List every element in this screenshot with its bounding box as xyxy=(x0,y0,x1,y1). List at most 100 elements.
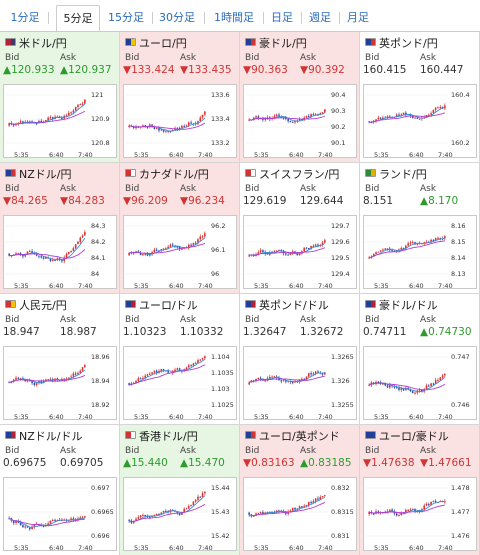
currency-pair-link[interactable]: NZドル/円 xyxy=(19,168,72,181)
candle-body xyxy=(178,246,181,250)
currency-cell[interactable]: 人民元/円 Bid Ask 18.947 18.987 18.96 18.94 18.92 5:… xyxy=(0,294,120,425)
candle-body xyxy=(418,118,421,120)
candlestick-chart xyxy=(6,487,88,537)
currency-pair-link[interactable]: ユーロ/円 xyxy=(139,37,187,50)
currency-pair-link[interactable]: 豪ドル/ドル xyxy=(379,299,438,312)
price-chart[interactable]: 129.7 129.6 129.5 129.4 5:35 6:40 7:40 xyxy=(243,215,357,290)
candle-body xyxy=(77,104,79,108)
price-chart[interactable]: 96.2 96.1 96 5:35 6:40 7:40 xyxy=(123,215,237,290)
tab-5min[interactable]: 5分足 xyxy=(56,5,100,32)
moving-average-short xyxy=(369,237,446,259)
currency-cell[interactable]: 豪ドル/ドル Bid Ask 0.74711 ▲0.74730 0.747 0.746 5:3… xyxy=(360,294,480,425)
price-chart[interactable]: 15.44 15.43 15.42 5:35 6:40 7:40 xyxy=(123,477,237,552)
bid-value: ▲15.440 xyxy=(123,457,168,469)
country-flag-icon xyxy=(5,38,16,46)
currency-pair-link[interactable]: 米ドル/円 xyxy=(19,37,67,50)
currency-pair-link[interactable]: 豪ドル/円 xyxy=(259,37,307,50)
currency-pair-link[interactable]: 英ポンド/円 xyxy=(379,37,438,50)
candle-body xyxy=(372,254,375,257)
price-chart[interactable]: 0.747 0.746 5:35 6:40 7:40 xyxy=(363,346,477,421)
currency-pair-link[interactable]: 英ポンド/ドル xyxy=(259,299,329,312)
candle-body xyxy=(81,517,84,519)
candle-body xyxy=(81,103,84,105)
bid-label: Bid xyxy=(125,446,140,456)
candle-body xyxy=(305,505,308,507)
tab-monthly[interactable]: 月足 xyxy=(347,11,369,24)
candle-body xyxy=(197,496,199,500)
currency-pair-link[interactable]: 香港ドル/円 xyxy=(139,430,198,443)
currency-cell[interactable]: NZドル/ドル Bid Ask 0.69675 0.69705 0.697 0.6965 0.… xyxy=(0,425,120,555)
candle-body xyxy=(372,382,375,384)
candle-body xyxy=(298,379,301,382)
currency-pair-link[interactable]: ユーロ/豪ドル xyxy=(379,430,449,443)
y-tick-label: 120.8 xyxy=(91,139,110,147)
moving-average-long xyxy=(368,382,446,391)
candle-body xyxy=(45,257,47,259)
candle-body xyxy=(72,373,75,377)
price-chart[interactable]: 121 120.9 120.8 5:35 6:40 7:40 xyxy=(3,84,117,159)
price-chart[interactable]: 0.832 0.8315 0.831 5:35 6:40 7:40 xyxy=(243,477,357,552)
currency-pair-link[interactable]: スイスフラン/円 xyxy=(259,168,340,181)
candle-body xyxy=(165,131,167,133)
candle-body xyxy=(185,367,188,370)
currency-pair-link[interactable]: NZドル/ドル xyxy=(19,430,83,443)
price-chart[interactable]: 1.104 1.1035 1.103 1.1025 5:35 6:40 7:40 xyxy=(123,346,237,421)
moving-average-long xyxy=(368,504,446,514)
price-chart[interactable]: 8.16 8.15 8.14 8.13 5:35 6:40 7:40 xyxy=(363,215,477,290)
currency-pair-link[interactable]: ユーロ/ドル xyxy=(139,299,198,312)
currency-cell[interactable]: カナダドル/円 Bid Ask ▼96.209 ▼96.234 96.2 96.1 96 5:3… xyxy=(120,163,240,294)
currency-cell[interactable]: ユーロ/円 Bid Ask ▼133.424 ▼133.435 133.6 133.4 133… xyxy=(120,32,240,163)
price-chart[interactable]: 1.3265 1.326 1.3255 5:35 6:40 7:40 xyxy=(243,346,357,421)
price-chart[interactable]: 160.4 160.2 5:35 6:40 7:40 xyxy=(363,84,477,159)
candle-body xyxy=(142,514,144,516)
currency-cell[interactable]: 香港ドル/円 Bid Ask ▲15.440 ▲15.470 15.44 15.43 15.4… xyxy=(120,425,240,555)
currency-cell[interactable]: 豪ドル/円 Bid Ask ▼90.363 ▼90.392 90.4 90.3 90.2 90.… xyxy=(240,32,360,163)
tab-weekly[interactable]: 週足 xyxy=(309,11,331,24)
currency-cell[interactable]: 英ポンド/ドル Bid Ask 1.32647 1.32672 1.3265 1.326 1.… xyxy=(240,294,360,425)
candle-body xyxy=(158,513,160,515)
bid-value: ▼133.424 xyxy=(123,64,175,76)
currency-cell[interactable]: ランド/円 Bid Ask 8.151 ▲8.170 8.16 8.15 8.14 8.13 5:… xyxy=(360,163,480,294)
price-chart[interactable]: 1.478 1.477 1.476 5:35 6:40 7:40 xyxy=(363,477,477,552)
tab-1min[interactable]: 1分足 xyxy=(10,11,40,24)
candle-body xyxy=(432,383,435,385)
bid-value: 160.415 xyxy=(363,64,407,76)
candle-body xyxy=(187,122,190,126)
country-flag-icon xyxy=(245,38,256,46)
candle-body xyxy=(305,247,308,249)
currency-cell[interactable]: ユーロ/英ポンド Bid Ask ▼0.83163 ▲0.83185 0.832 0.831… xyxy=(240,425,360,555)
currency-cell[interactable]: ユーロ/ドル Bid Ask 1.10323 1.10332 1.104 1.1035 1.1… xyxy=(120,294,240,425)
currency-pair-link[interactable]: 人民元/円 xyxy=(19,299,67,312)
candle-body xyxy=(372,513,375,515)
currency-pair-link[interactable]: ユーロ/英ポンド xyxy=(259,430,340,443)
candle-body xyxy=(35,253,38,256)
price-chart[interactable]: 0.697 0.6965 0.696 5:35 6:40 7:40 xyxy=(3,477,117,552)
currency-cell[interactable]: 米ドル/円 Bid Ask ▲120.933 ▲120.937 121 120.9 120.8… xyxy=(0,32,120,163)
currency-cell[interactable]: ユーロ/豪ドル Bid Ask ▼1.47638 ▼1.47661 1.478 1.477 1… xyxy=(360,425,480,555)
tab-30min[interactable]: 30分足 xyxy=(159,11,195,24)
price-chart[interactable]: 90.4 90.3 90.2 90.1 5:35 6:40 7:40 xyxy=(243,84,357,159)
currency-pair-link[interactable]: カナダドル/円 xyxy=(139,168,209,181)
ask-label: Ask xyxy=(60,184,77,194)
y-tick-label: 8.15 xyxy=(451,238,466,246)
candle-body xyxy=(400,387,403,390)
x-tick-label: 6:40 xyxy=(49,282,64,290)
price-chart[interactable]: 84.3 84.2 84.1 84 5:35 6:40 7:40 xyxy=(3,215,117,290)
price-chart[interactable]: 133.6 133.4 133.2 5:35 6:40 7:40 xyxy=(123,84,237,159)
tab-15min[interactable]: 15分足 xyxy=(108,11,144,24)
candle-body xyxy=(402,247,405,249)
tab-1hour[interactable]: 1時間足 xyxy=(214,11,254,24)
candle-body xyxy=(298,119,301,121)
currency-cell[interactable]: 英ポンド/円 Bid Ask 160.415 160.447 160.4 160.2 5:35… xyxy=(360,32,480,163)
bid-label: Bid xyxy=(5,53,20,63)
currency-pair-link[interactable]: ランド/円 xyxy=(379,168,427,181)
tab-daily[interactable]: 日足 xyxy=(271,11,293,24)
moving-average-long xyxy=(248,501,326,517)
candlestick-chart xyxy=(366,94,448,144)
currency-cell[interactable]: NZドル/円 Bid Ask ▼84.265 ▼84.283 84.3 84.2 84.1 84… xyxy=(0,163,120,294)
price-chart[interactable]: 18.96 18.94 18.92 5:35 6:40 7:40 xyxy=(3,346,117,421)
candle-body xyxy=(181,248,183,250)
currency-cell[interactable]: スイスフラン/円 Bid Ask 129.619 129.644 129.7 129.6 12… xyxy=(240,163,360,294)
candle-body xyxy=(273,250,276,252)
candle-body xyxy=(204,356,206,359)
